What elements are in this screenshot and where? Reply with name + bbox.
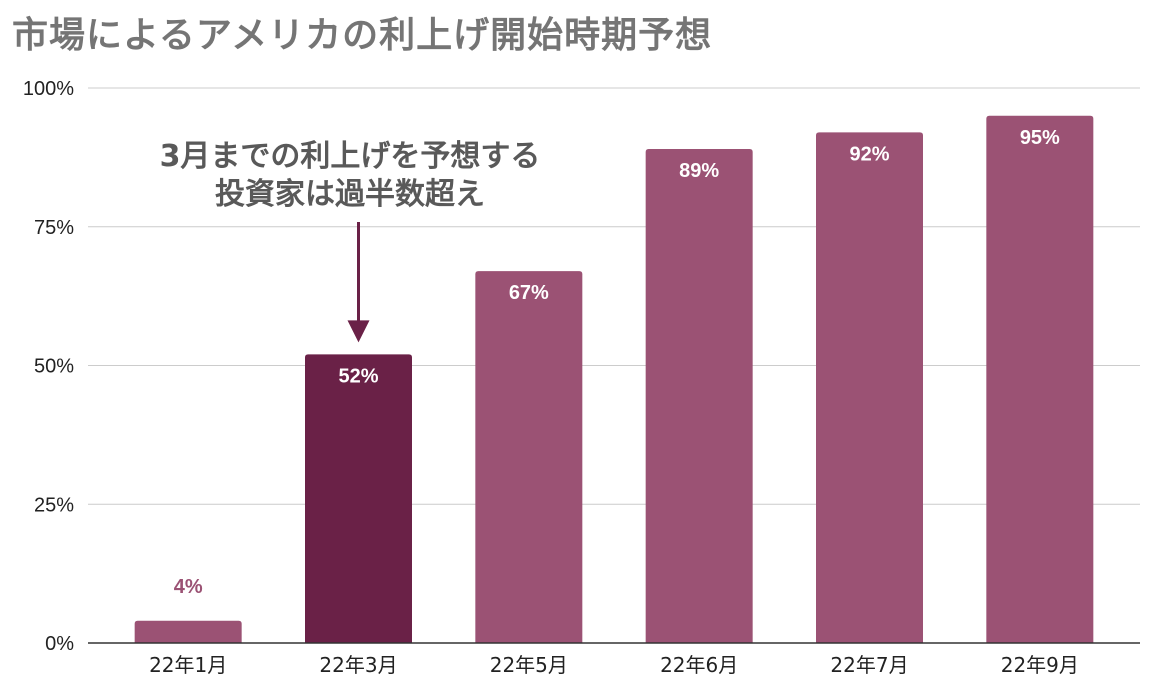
x-tick-label: 22年7月 xyxy=(830,653,908,677)
annotation-line-1: 3月までの利上げを予想する xyxy=(159,139,541,174)
y-tick-label: 75% xyxy=(34,217,74,239)
data-label: 89% xyxy=(679,160,719,182)
data-label: 92% xyxy=(849,143,889,165)
data-label: 4% xyxy=(174,576,203,598)
x-tick-label: 22年9月 xyxy=(1001,653,1079,677)
bar xyxy=(816,132,923,643)
annotation-text: 3月までの利上げを予想する 投資家は過半数超え xyxy=(120,138,580,214)
bar xyxy=(305,354,412,643)
chart-title: 市場によるアメリカの利上げ開始時期予想 xyxy=(12,15,713,56)
annotation-arrow-head xyxy=(347,320,370,343)
x-tick-label: 22年3月 xyxy=(319,653,397,677)
bar xyxy=(645,149,753,644)
data-label: 67% xyxy=(509,282,549,304)
bar xyxy=(134,620,242,643)
x-tick-label: 22年6月 xyxy=(660,653,738,677)
y-tick-label: 0% xyxy=(45,633,74,655)
data-label: 95% xyxy=(1020,127,1060,149)
x-tick-label: 22年5月 xyxy=(490,653,568,677)
bar xyxy=(986,115,1094,643)
x-tick-label: 22年1月 xyxy=(149,653,227,677)
data-label: 52% xyxy=(338,365,378,387)
annotation-line-2: 投資家は過半数超え xyxy=(215,177,485,212)
y-tick-label: 25% xyxy=(34,494,74,516)
bar xyxy=(475,271,583,643)
y-tick-label: 50% xyxy=(34,356,74,378)
y-tick-label: 100% xyxy=(23,78,74,100)
